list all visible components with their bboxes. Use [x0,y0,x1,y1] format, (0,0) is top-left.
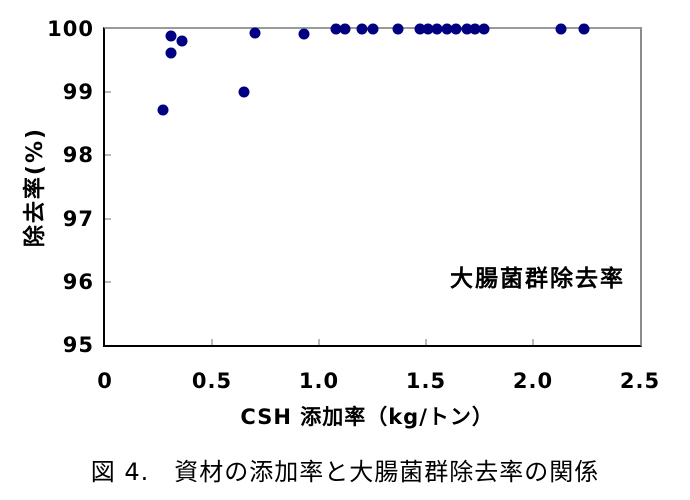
y-tick-mark [105,91,111,94]
data-point [339,23,351,35]
y-tick-label: 99 [62,80,94,105]
figure-caption: 図 4. 資材の添加率と大腸菌群除去率の関係 [90,458,600,486]
y-tick-label: 96 [62,269,94,294]
x-tick-mark [532,339,534,345]
data-point [461,23,473,35]
data-point [450,23,462,35]
data-point [555,23,567,35]
plot-area: 除去率(%) CSH 添加率（kg/トン） 大腸菌群除去率 0 0.5 1.0 1.5… [23,17,659,429]
y-axis-title: 除去率(%) [23,126,48,248]
x-tick-label: 2.0 [512,369,554,393]
data-point [165,30,177,42]
data-point [176,35,188,47]
data-point [469,23,481,35]
data-point [330,23,342,35]
y-tick-mark [105,280,111,283]
data-point [165,47,177,59]
y-tick-label: 97 [62,206,94,231]
data-point [367,23,378,35]
y-tick-mark [105,217,111,220]
data-point [431,23,443,35]
x-tick-mark [211,339,213,345]
data-point [441,23,453,35]
x-axis-title: CSH 添加率（kg/トン） [240,405,494,429]
data-point [392,23,404,35]
data-point [414,23,426,35]
data-point [356,23,368,35]
y-tick-label: 100 [47,17,94,41]
data-point [157,104,169,116]
data-point [238,86,250,98]
data-point [578,23,590,35]
x-tick-label: 0 [97,369,113,393]
y-tick-label: 95 [62,333,94,357]
x-tick-mark [425,339,427,345]
x-tick-mark [318,339,320,345]
x-tick-label: 2.5 [619,369,661,393]
y-tick-label: 98 [62,143,94,168]
x-tick-label: 1.5 [405,369,447,393]
data-point [422,23,434,35]
x-tick-label: 0.5 [191,369,233,393]
y-tick-mark [105,154,111,157]
data-point [249,27,261,39]
series-annotation: 大腸菌群除去率 [450,266,625,292]
data-point [298,28,310,40]
data-point [478,23,490,35]
x-tick-label: 1.0 [298,369,340,393]
